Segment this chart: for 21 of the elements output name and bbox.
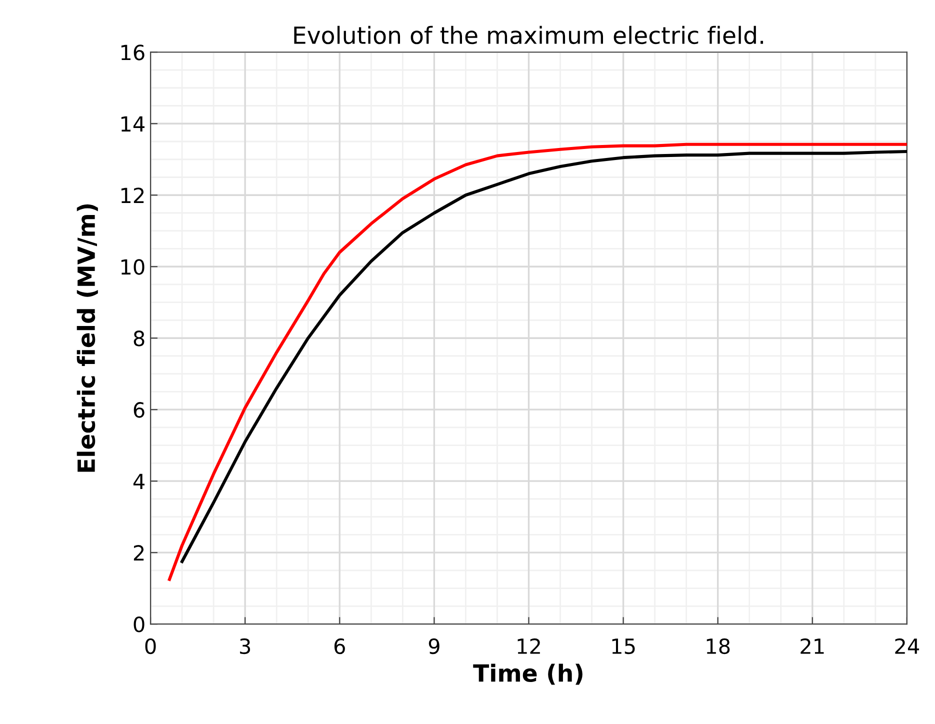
y-tick-label: 14	[121, 116, 145, 132]
y-tick-label: 0	[134, 616, 144, 632]
y-tick-label: 12	[121, 188, 144, 204]
y-tick-label: 4	[133, 474, 145, 490]
x-tick-label: 24	[895, 638, 920, 654]
x-tick-label: 0	[145, 638, 156, 654]
x-tick-label: 6	[334, 638, 345, 654]
x-tick-label: 15	[612, 638, 635, 654]
x-tick-label: 12	[518, 638, 540, 654]
x-tick-label: 9	[428, 638, 440, 654]
chart-title: Evolution of the maximum electric field.	[294, 26, 764, 44]
y-tick-label: 2	[134, 545, 144, 561]
y-tick-label: 8	[134, 330, 144, 346]
x-tick-label: 3	[240, 638, 250, 654]
x-axis-title: Time (h)	[473, 664, 582, 685]
x-tick-label: 21	[800, 638, 824, 654]
y-tick-label: 6	[134, 402, 144, 418]
y-tick-label: 10	[121, 259, 144, 275]
y-tick-label: 16	[121, 44, 144, 60]
y-axis-title: Electric field (MV/m)	[76, 204, 98, 472]
x-tick-label: 18	[706, 638, 730, 654]
